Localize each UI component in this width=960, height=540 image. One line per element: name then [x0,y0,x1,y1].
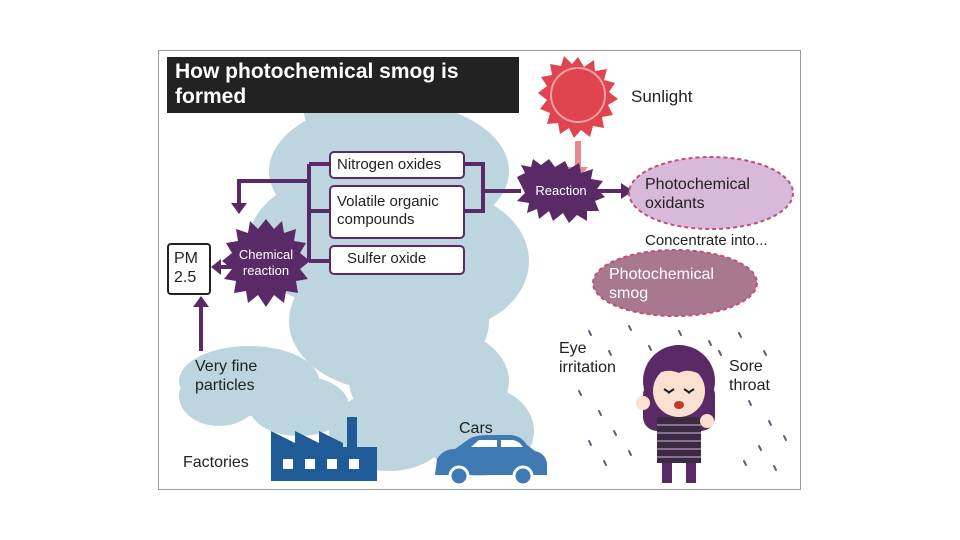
label-sunlight: Sunlight [631,87,693,106]
label-very-fine-particles: Very fine particles [195,358,258,394]
oxidants-ellipse [628,156,794,230]
car-icon [435,435,547,487]
chemical-reaction-burst [222,219,310,307]
box-sulfer-oxide: Sulfer oxide [329,245,465,275]
label-sore-throat: Sore throat [729,358,770,394]
label-photochemical-smog: Photochemical smog [609,266,714,302]
label-cars: Cars [459,420,493,437]
reaction-burst [517,159,605,223]
smog-ellipse [592,249,758,317]
box-pm25: PM 2.5 [167,243,211,295]
label-photochemical-oxidants: Photochemical oxidants [645,176,750,212]
diagram-frame: How photochemical smog is formed Sunligh… [158,50,801,490]
box-nitrogen-oxides: Nitrogen oxides [329,151,465,179]
label-reaction: Reaction [535,183,587,198]
sun-icon [538,56,618,138]
box-voc: Volatile organic compounds [329,185,465,239]
sick-person-icon [636,345,715,483]
label-concentrate-into: Concentrate into... [645,232,768,249]
label-chemical-reaction: Chemical reaction [238,247,294,278]
factory-icon [271,417,377,481]
label-factories: Factories [183,454,249,471]
label-eye-irritation: Eye irritation [559,340,616,376]
title-banner [167,57,519,113]
diagram-title: How photochemical smog is formed [175,60,459,108]
